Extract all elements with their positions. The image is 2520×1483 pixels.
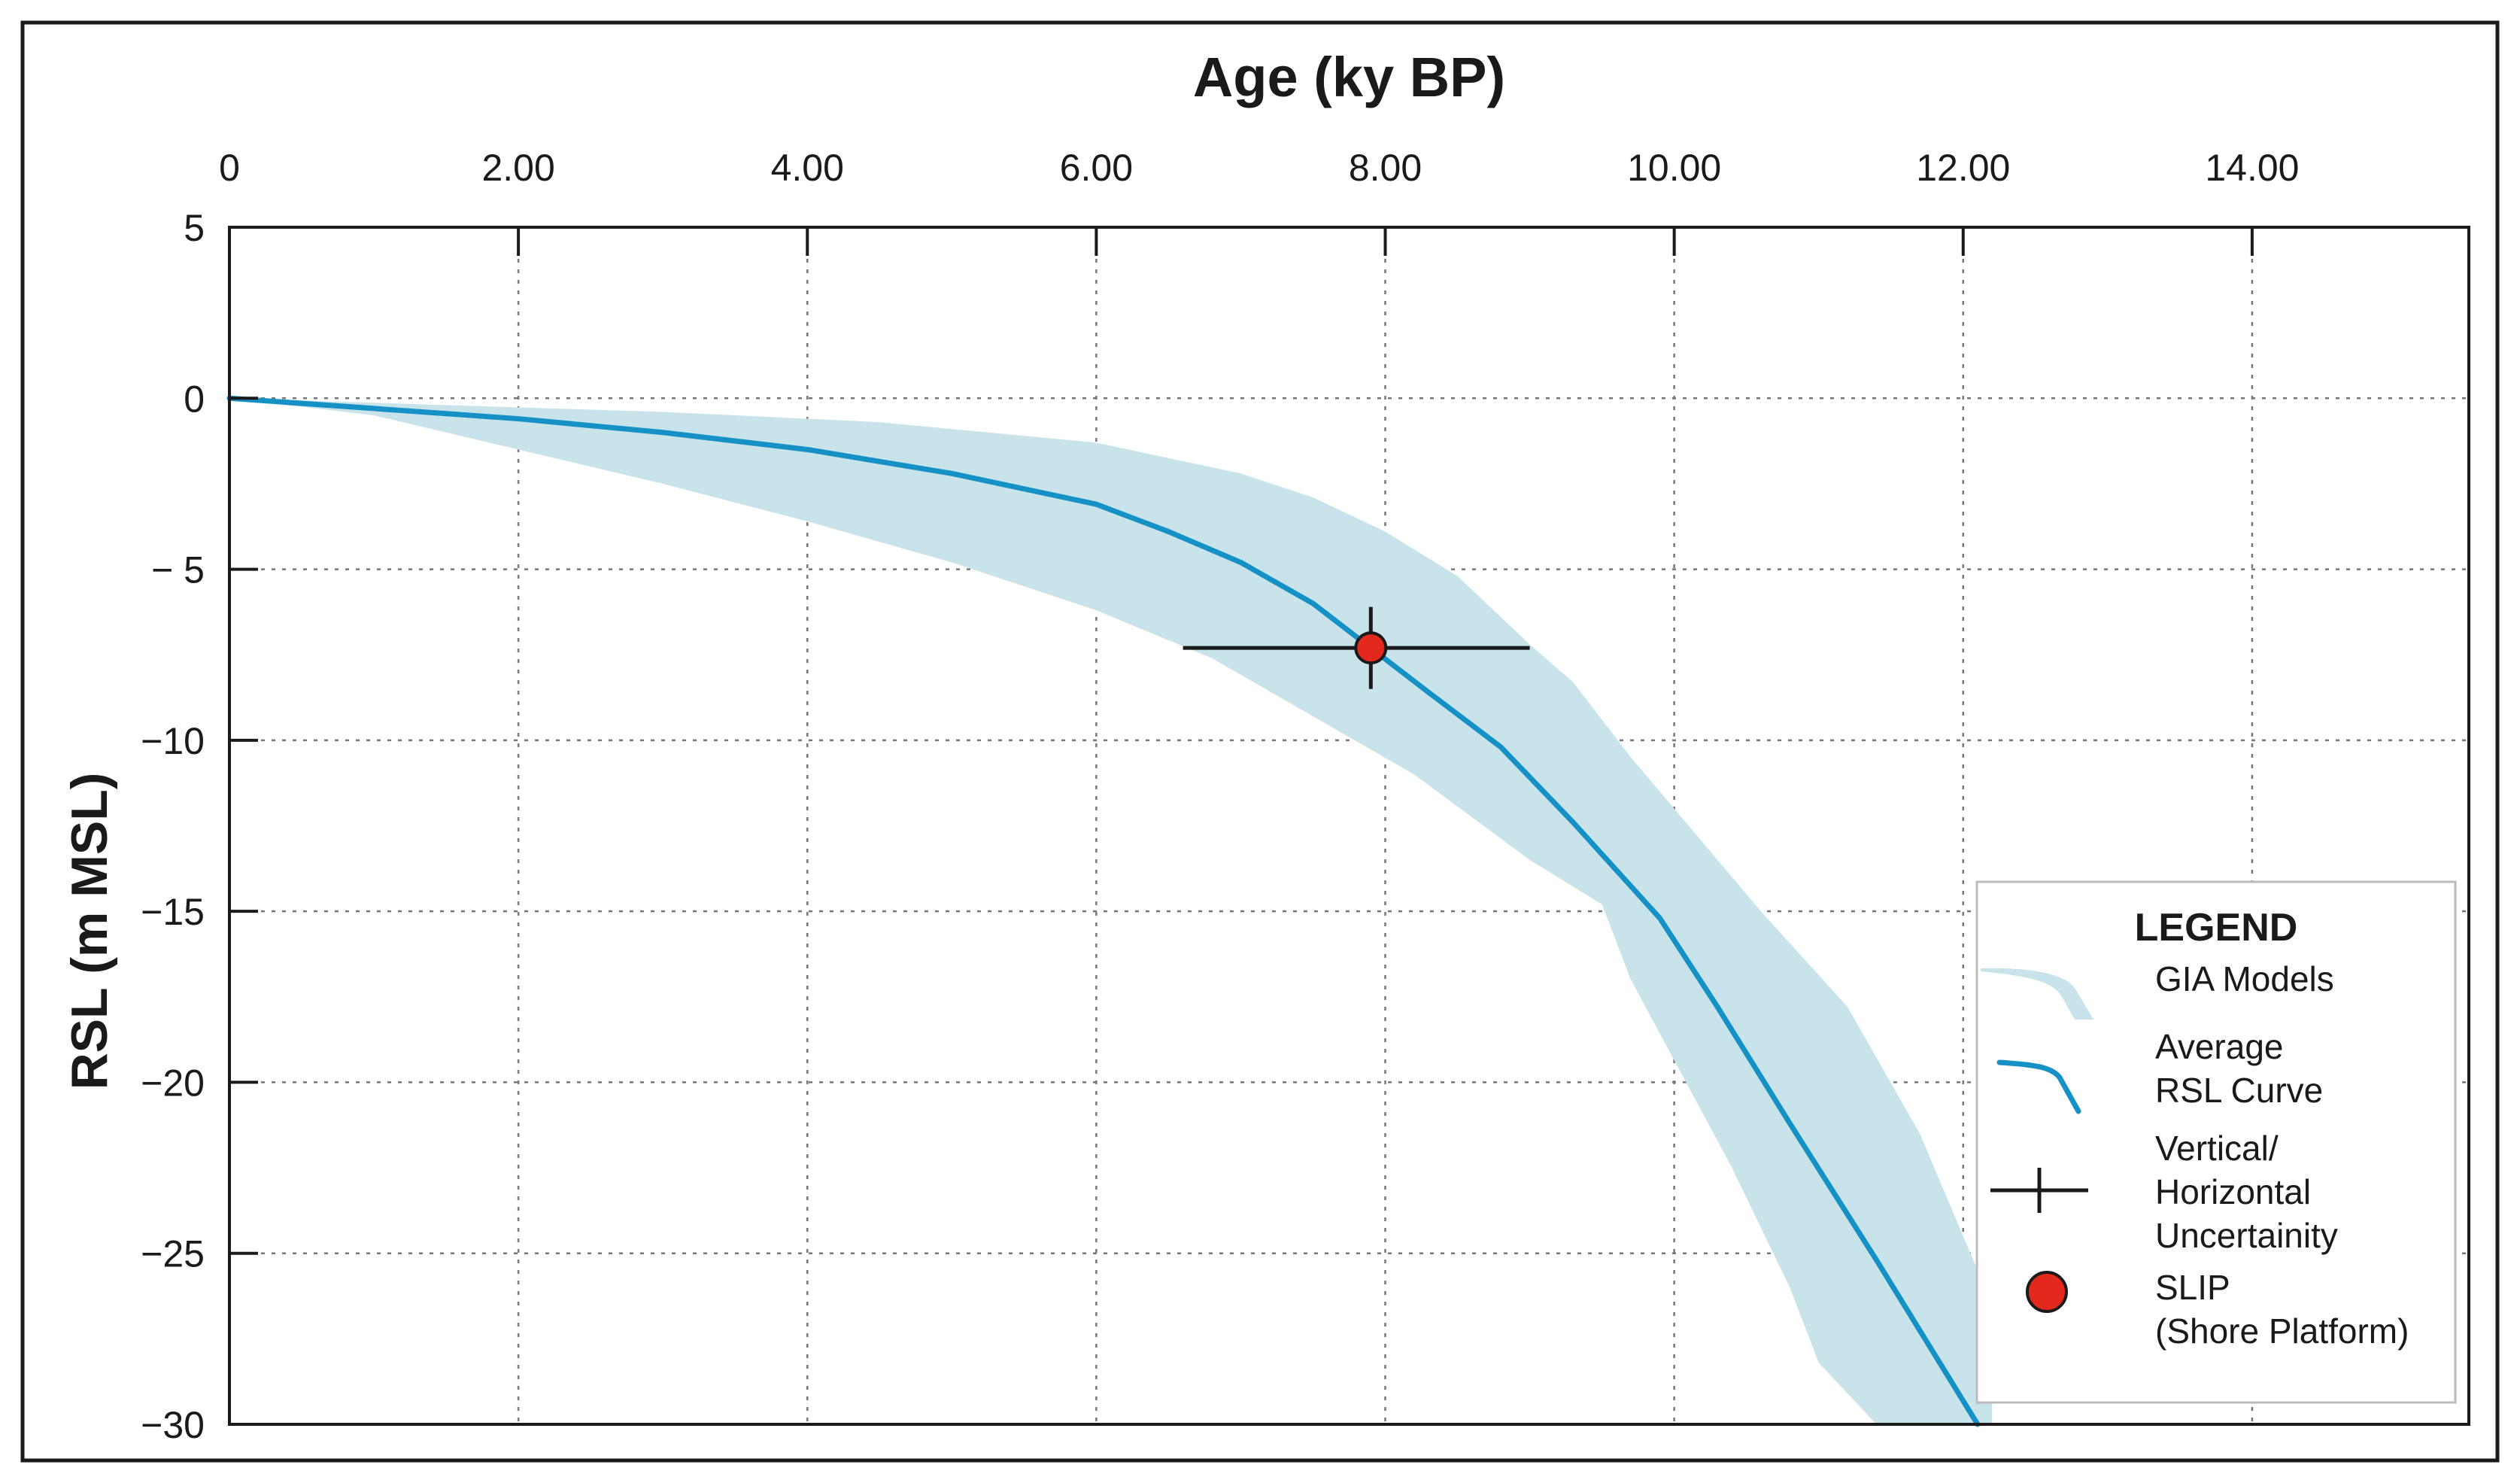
- y-tick-label: −30: [141, 1404, 205, 1446]
- x-tick-label: 8.00: [1349, 147, 1422, 189]
- legend-rsl-line-swatch: [1996, 1059, 2081, 1114]
- slip-point-marker: [1354, 631, 1388, 665]
- x-tick-label: 14.00: [2205, 147, 2299, 189]
- legend-entry-label: GIA Models: [2155, 959, 2334, 998]
- legend-gia-band-swatch: [1981, 968, 2093, 1020]
- y-tick-label: −10: [141, 720, 205, 762]
- x-tick-label: 4.00: [771, 147, 844, 189]
- legend-entry-label: Horizontal: [2155, 1172, 2311, 1211]
- legend: LEGEND GIA Models Average RSL Curve Vertical…: [1975, 880, 2457, 1404]
- legend-entry-label: (Shore Platform): [2155, 1311, 2409, 1351]
- gia-models-band: [229, 398, 1993, 1425]
- plot-area-frame: [228, 226, 2470, 1426]
- y-tick-label: −25: [141, 1233, 205, 1275]
- x-tick-label: 6.00: [1060, 147, 1133, 189]
- y-axis-ticks: 5 0 − 5 −10 −15 −20 −25 −30: [141, 207, 258, 1446]
- x-tick-label: 12.00: [1916, 147, 2010, 189]
- y-axis-label: RSL (m MSL): [61, 773, 118, 1090]
- legend-entry-label: SLIP: [2155, 1268, 2230, 1307]
- y-tick-label: 0: [184, 378, 205, 420]
- average-rsl-curve: [226, 395, 1981, 1427]
- x-tick-label: 10.00: [1627, 147, 1721, 189]
- y-tick-label: 5: [184, 207, 205, 249]
- y-tick-label: −15: [141, 891, 205, 933]
- legend-entry-label: RSL Curve: [2155, 1071, 2323, 1110]
- x-axis-ticks: 0 2.00 4.00 6.00 8.00 10.00 12.00 14.00: [219, 147, 2299, 256]
- legend-entry-label: Average: [2155, 1027, 2284, 1066]
- legend-entry-label: Uncertainity: [2155, 1216, 2338, 1255]
- chart-title: Age (ky BP): [1193, 46, 1505, 108]
- x-tick-label: 0: [219, 147, 240, 189]
- gia-band-layer: [229, 398, 1993, 1425]
- legend-entry-label: Vertical/: [2155, 1129, 2279, 1168]
- slip-point-layer: [1183, 606, 1530, 689]
- x-tick-label: 2.00: [481, 147, 554, 189]
- y-tick-label: −20: [141, 1062, 205, 1104]
- legend-box: [1975, 880, 2457, 1404]
- rsl-line-layer: [226, 395, 1981, 1427]
- legend-title: LEGEND: [2135, 906, 2298, 950]
- y-tick-label: − 5: [151, 549, 205, 591]
- legend-slip-dot: [2026, 1271, 2068, 1313]
